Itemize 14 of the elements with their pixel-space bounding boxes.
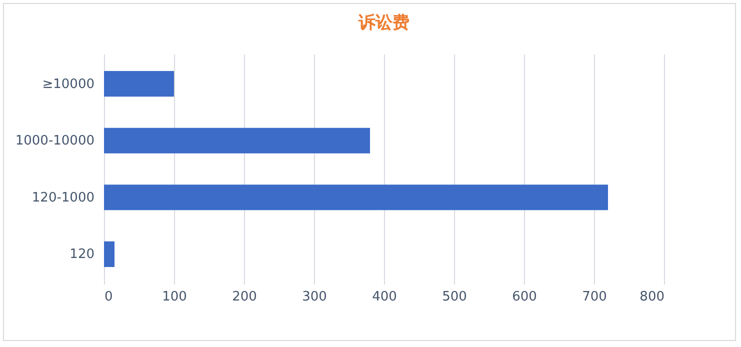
x-tick-label: 700	[582, 290, 607, 304]
y-tick-label: 120	[70, 247, 94, 262]
y-tick-label: 120-1000	[32, 190, 94, 206]
x-tick-label: 500	[442, 290, 467, 304]
x-tick-label: 100	[162, 290, 187, 304]
x-tick-label: 400	[372, 290, 397, 304]
y-tick-label: 1000-10000	[15, 134, 94, 149]
x-tick-label: 200	[232, 290, 257, 304]
x-tick-label: 300	[302, 290, 327, 304]
y-tick-label: ≥10000	[42, 76, 94, 92]
chart-title: 诉讼费	[358, 13, 410, 33]
x-tick-label: 600	[512, 290, 537, 304]
x-tick-label: 0	[104, 290, 113, 304]
x-tick-label: 800	[640, 290, 664, 304]
